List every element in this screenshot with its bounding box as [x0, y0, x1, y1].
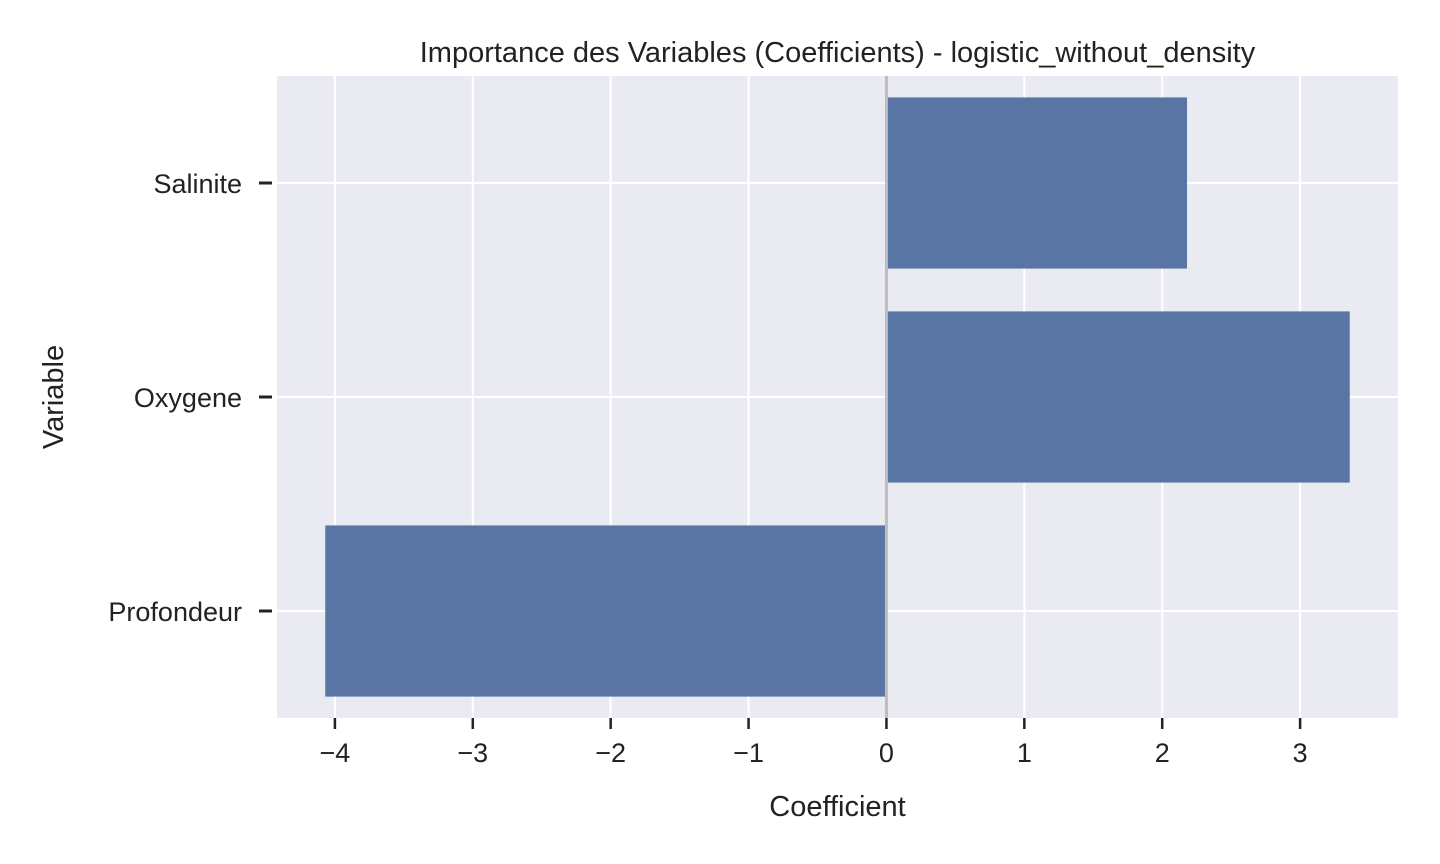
x-tick-label-0: −4: [320, 738, 351, 768]
x-tick-label-2: −2: [595, 738, 626, 768]
bar-salinite: [886, 97, 1188, 269]
y-tick-label-salinite: Salinite: [153, 169, 242, 199]
x-axis-ticks: −4 −3 −2 −1 0 1 2 3: [320, 718, 1308, 768]
y-tick-label-oxygene: Oxygene: [134, 383, 242, 413]
x-tick-label-3: −1: [733, 738, 764, 768]
y-axis-title: Variable: [38, 345, 70, 449]
chart-title: Importance des Variables (Coefficients) …: [420, 37, 1256, 69]
y-tick-label-profondeur: Profondeur: [108, 597, 242, 627]
x-tick-label-1: −3: [457, 738, 488, 768]
x-tick-label-4: 0: [879, 738, 894, 768]
bar-profondeur: [325, 525, 887, 697]
x-tick-label-6: 2: [1155, 738, 1170, 768]
bar-oxygene: [886, 311, 1350, 483]
y-axis-ticks: Salinite Oxygene Profondeur: [108, 169, 272, 627]
x-tick-label-5: 1: [1017, 738, 1032, 768]
x-tick-label-7: 3: [1293, 738, 1308, 768]
bars: [325, 97, 1350, 697]
x-axis-title: Coefficient: [769, 791, 906, 823]
